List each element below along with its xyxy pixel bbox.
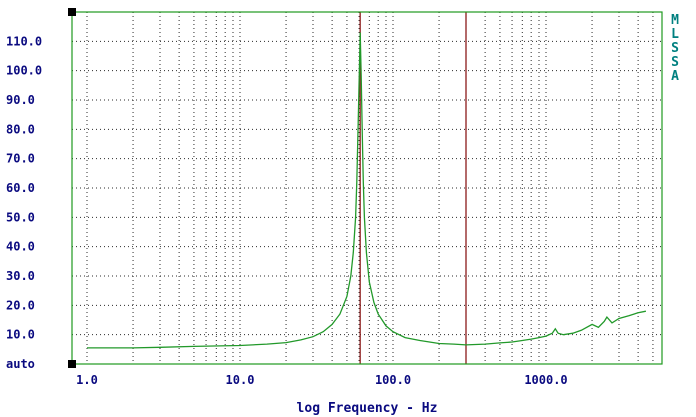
side-label-letter: S	[671, 41, 679, 56]
y-tick-label: 100.0	[6, 64, 42, 78]
y-tick-label: auto	[6, 357, 35, 371]
y-tick-label: 20.0	[6, 298, 35, 312]
corner-handle	[68, 360, 76, 368]
y-tick-label: 30.0	[6, 269, 35, 283]
x-tick-label: 100.0	[375, 373, 411, 387]
grid-lines	[72, 12, 662, 364]
corner-handle	[68, 8, 76, 16]
plot-frame	[71, 11, 663, 365]
y-tick-label: 110.0	[6, 34, 42, 48]
side-label-letter: A	[671, 69, 679, 84]
x-tick-label: 1000.0	[524, 373, 567, 387]
side-label-letter: L	[671, 27, 679, 42]
x-tick-label: 1.0	[76, 373, 98, 387]
y-tick-label: 70.0	[6, 152, 35, 166]
y-tick-labels: auto 10.0 20.0 30.0 40.0 50.0 60.0 70.0 80.0 90.0…	[6, 34, 42, 371]
side-label-letter: M	[671, 13, 679, 28]
y-tick-label: 50.0	[6, 210, 35, 224]
y-tick-label: 90.0	[6, 93, 35, 107]
x-tick-labels: 1.0 10.0 100.0 1000.0	[76, 373, 568, 387]
y-tick-label: 80.0	[6, 122, 35, 136]
y-tick-label: 10.0	[6, 328, 35, 342]
side-label-letter: S	[671, 55, 679, 70]
x-tick-label: 10.0	[226, 373, 255, 387]
cursor-markers	[359, 12, 467, 364]
y-tick-label: 60.0	[6, 181, 35, 195]
corner-handles	[68, 8, 76, 368]
x-axis-label: log Frequency - Hz	[297, 401, 438, 416]
y-tick-label: 40.0	[6, 240, 35, 254]
response-curve	[87, 32, 647, 349]
